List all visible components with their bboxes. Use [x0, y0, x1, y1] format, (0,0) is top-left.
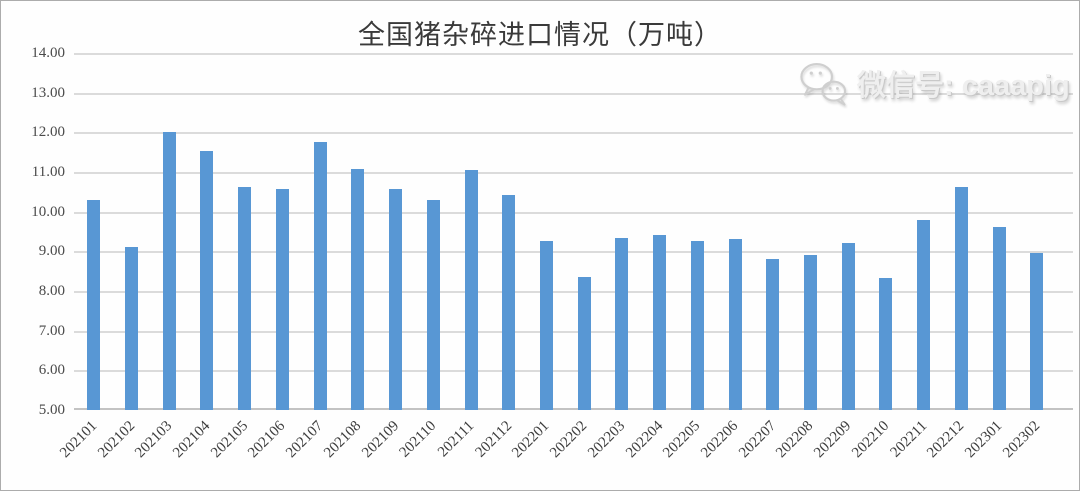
bar-202202: [577, 277, 591, 410]
gridline: [74, 251, 1073, 254]
y-tick-label: 11.00: [31, 164, 65, 180]
gridline: [74, 291, 1073, 293]
chart-title: 全国猪杂碎进口情况（万吨）: [358, 20, 722, 50]
bar-202102: [125, 247, 139, 410]
bar-202301: [992, 226, 1006, 410]
y-tick-label: 6.00: [38, 362, 65, 379]
y-tick-label: 13.00: [31, 84, 65, 101]
bar-202101: [87, 199, 101, 410]
bar-202207: [766, 259, 780, 410]
bar-202106: [275, 189, 289, 410]
bar-202210: [879, 277, 893, 410]
gridline: [74, 92, 1073, 95]
bar-202104: [200, 151, 214, 410]
bar-202111: [464, 170, 478, 410]
y-tick-label: 14.00: [31, 45, 65, 61]
plot-area: [74, 53, 1073, 410]
y-tick-label: 7.00: [38, 322, 65, 339]
y-tick-label: 9.00: [38, 243, 65, 260]
gridline: [74, 370, 1073, 373]
gridline: [74, 330, 1073, 333]
bar-202209: [841, 242, 855, 410]
gridline: [74, 132, 1073, 135]
bar-202201: [539, 241, 553, 410]
bar-202103: [162, 132, 176, 410]
bar-202109: [389, 189, 403, 410]
bar-202206: [728, 239, 742, 410]
bar-202211: [917, 219, 931, 410]
bar-202112: [502, 195, 516, 410]
y-tick-label: 12.00: [31, 124, 65, 141]
gridline: [74, 211, 1073, 214]
bar-202108: [351, 168, 365, 410]
bar-202107: [313, 142, 327, 410]
x-axis-line: [74, 408, 1073, 410]
gridline: [74, 172, 1073, 174]
bar-202203: [615, 238, 629, 410]
bar-202208: [803, 255, 817, 410]
bar-202110: [426, 199, 440, 410]
bar-202205: [690, 241, 704, 410]
bar-202204: [653, 235, 667, 410]
bar-202212: [954, 187, 968, 410]
gridline: [74, 53, 1073, 55]
y-tick-label: 10.00: [31, 203, 65, 220]
y-tick-label: 8.00: [38, 283, 65, 299]
bar-202302: [1030, 252, 1044, 410]
bar-202105: [238, 186, 252, 410]
y-tick-label: 5.00: [38, 402, 65, 418]
